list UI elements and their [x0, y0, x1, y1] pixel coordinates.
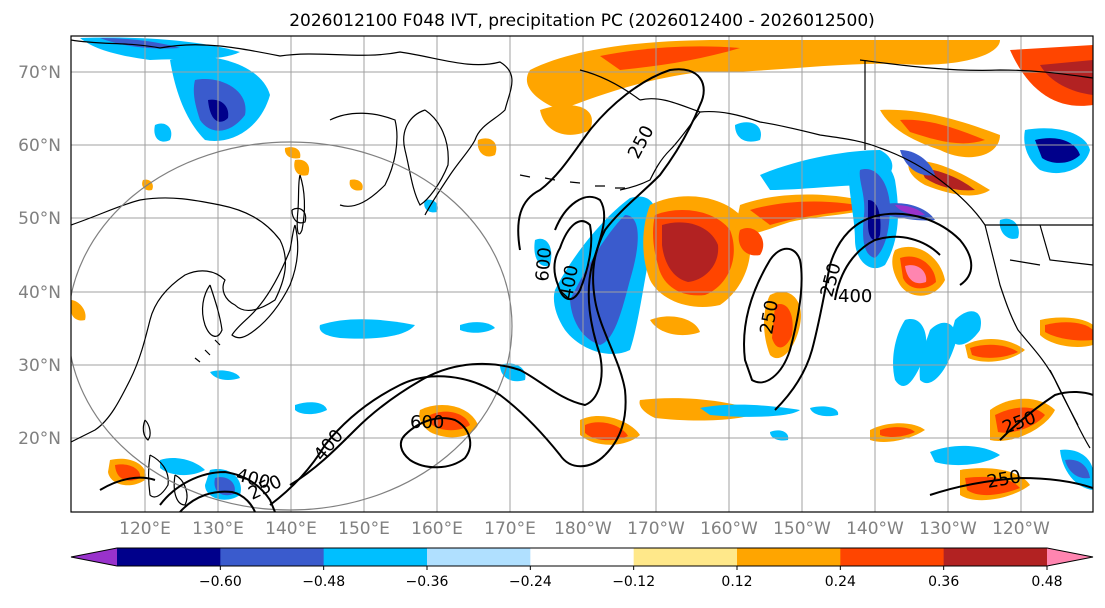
colorbar-segment — [737, 548, 841, 566]
colorbar-tick-label: −0.48 — [302, 574, 345, 590]
lat-label: 70°N — [18, 63, 61, 83]
lon-label: 180°W — [554, 519, 612, 539]
colorbar-tick-label: 0.12 — [721, 574, 752, 590]
lon-label: 170°E — [484, 519, 536, 539]
colorbar-segment — [840, 548, 945, 566]
colorbar-segment — [530, 548, 635, 566]
lon-label: 130°E — [192, 519, 244, 539]
colorbar-tick-label: −0.36 — [406, 574, 449, 590]
lon-label: 160°W — [700, 519, 758, 539]
colorbar-tick-label: 0.24 — [825, 574, 856, 590]
contour-label: 600 — [410, 412, 444, 433]
colorbar-outline — [70, 547, 1094, 567]
lon-label: 130°W — [919, 519, 977, 539]
colorbar-tick-label: 0.48 — [1031, 574, 1062, 590]
graticule — [71, 36, 1093, 512]
contour-label: 600 — [532, 246, 556, 282]
lat-label: 20°N — [18, 429, 61, 449]
contour-label: 400 — [838, 286, 872, 307]
lat-label: 60°N — [18, 136, 61, 156]
figure-title: 2026012100 F048 IVT, precipitation PC (2… — [289, 11, 875, 31]
reference-circle — [71, 141, 513, 511]
coastlines — [71, 39, 1093, 506]
lon-label: 140°W — [846, 519, 904, 539]
colorbar-extend-max — [1047, 548, 1093, 566]
colorbar-segment — [943, 548, 1048, 566]
lon-label: 150°E — [338, 519, 390, 539]
lon-label: 150°W — [773, 519, 831, 539]
colorbar — [70, 547, 1094, 567]
lat-label: 50°N — [18, 209, 61, 229]
lon-label: 120°E — [119, 519, 171, 539]
lat-label: 40°N — [18, 283, 61, 303]
colorbar-segment — [117, 548, 221, 566]
lon-label: 170°W — [627, 519, 685, 539]
lon-label: 160°E — [411, 519, 463, 539]
colorbar-segment — [633, 548, 738, 566]
ivt-contours — [99, 68, 1093, 512]
colorbar-extend-min — [71, 548, 117, 566]
colorbar-segment — [323, 548, 428, 566]
colorbar-ticks: −0.60 −0.48 −0.36 −0.24 −0.12 0.12 0.24 0.36 0.4… — [199, 566, 1063, 590]
colorbar-tick-label: −0.60 — [199, 574, 242, 590]
colorbar-tick-label: −0.12 — [612, 574, 655, 590]
map-border — [70, 35, 1094, 513]
colorbar-segment — [220, 548, 325, 566]
map-panel: 250 400 600 600 400 250 400 250 250 400 … — [71, 36, 1093, 512]
latitude-labels: 70°N 60°N 50°N 40°N 30°N 20°N — [18, 63, 61, 449]
longitude-labels: 120°E 130°E 140°E 150°E 160°E 170°E 180°… — [119, 519, 1050, 539]
colorbar-tick-label: 0.36 — [928, 574, 959, 590]
colorbar-tick-label: −0.24 — [509, 574, 552, 590]
colorbar-segment — [427, 548, 531, 566]
lon-label: 140°E — [265, 519, 317, 539]
lat-label: 30°N — [18, 356, 61, 376]
lon-label: 120°W — [992, 519, 1050, 539]
